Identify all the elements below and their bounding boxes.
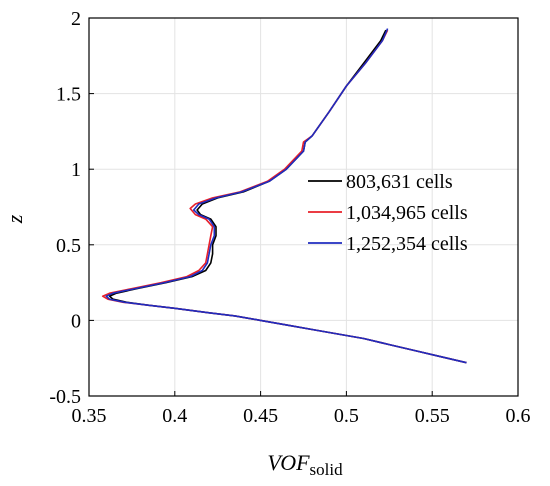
x-tick-label: 0.45 — [243, 405, 278, 427]
series-group — [101, 28, 467, 364]
x-axis-label: VOFsolid — [267, 450, 343, 479]
y-tick-label: 2 — [71, 8, 81, 30]
x-tick-label: 0.5 — [334, 405, 359, 427]
y-tick-label: 0 — [71, 310, 81, 332]
y-tick-label: 1 — [71, 159, 81, 181]
x-tick-label: 0.4 — [162, 405, 187, 427]
x-tick-label: 0.55 — [415, 405, 450, 427]
legend-label-1: 803,631 cells — [346, 171, 453, 193]
x-tick-label: 0.6 — [506, 405, 531, 427]
y-tick-label: 0.5 — [56, 235, 81, 257]
series-line-2 — [101, 29, 467, 364]
x-axis-label-main: VOF — [267, 450, 310, 475]
legend-label-2: 1,034,965 cells — [346, 202, 468, 224]
axis-ticks: 0.35 0.4 0.45 0.5 0.55 0.6 -0.5 0 0.5 1 1.5 2 — [49, 8, 530, 427]
x-tick-label: 0.35 — [72, 405, 107, 427]
plot-frame — [88, 17, 519, 397]
series-line-1 — [108, 29, 467, 364]
y-tick-label: 1.5 — [56, 84, 81, 106]
grid-lines — [89, 18, 518, 396]
legend: 803,631 cells 1,034,965 cells 1,252,354 ce… — [308, 171, 468, 255]
y-tick-label: -0.5 — [49, 386, 81, 408]
y-axis-label: z — [2, 214, 27, 224]
x-axis-label-sub: solid — [310, 460, 344, 479]
legend-label-3: 1,252,354 cells — [346, 233, 468, 255]
series-line-3 — [105, 28, 467, 364]
